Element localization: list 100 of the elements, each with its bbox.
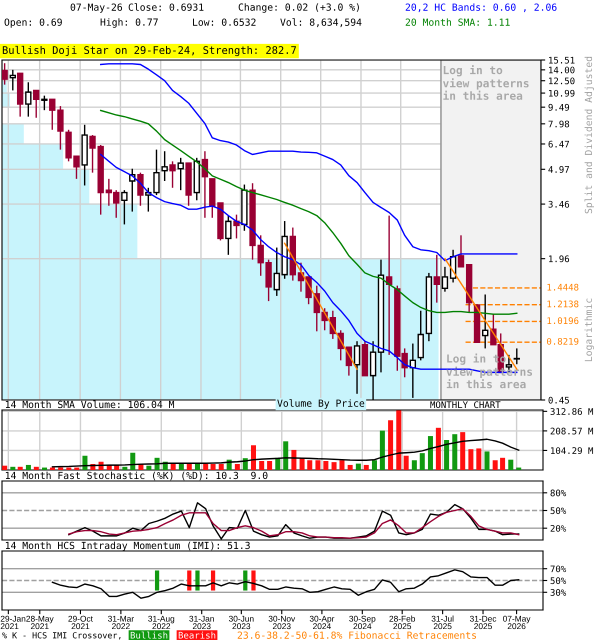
bar bbox=[18, 466, 23, 470]
bar bbox=[203, 464, 208, 470]
candlestick bbox=[121, 189, 128, 226]
ref-line-label: 1.0196 bbox=[547, 317, 578, 324]
bar bbox=[146, 466, 152, 470]
ref-line-label: 0.8219 bbox=[546, 338, 578, 345]
bar bbox=[436, 428, 441, 470]
candlestick bbox=[89, 134, 96, 174]
line-series bbox=[100, 110, 518, 315]
legend-title: % K - HCS IMI Crossover, bbox=[2, 632, 120, 640]
candlestick bbox=[169, 160, 176, 188]
bar bbox=[492, 460, 498, 470]
text: Bullish Doji Star on 29-Feb-24, Strength: 282.7 bbox=[2, 46, 296, 56]
bar bbox=[468, 449, 474, 470]
y-tick-label: 3.46 bbox=[548, 200, 570, 208]
candlestick bbox=[25, 82, 32, 118]
candlestick bbox=[33, 90, 40, 118]
bar bbox=[476, 448, 482, 470]
candlestick bbox=[41, 94, 48, 111]
bar bbox=[508, 460, 514, 470]
y-tick-label: 14.00 bbox=[549, 66, 575, 74]
y-tick-label: 80% bbox=[550, 490, 566, 496]
bar bbox=[372, 460, 377, 470]
bar bbox=[444, 440, 450, 470]
text: Vol: 8,634,594 bbox=[280, 18, 362, 28]
x-tick-label: 31-Dec 2025 bbox=[470, 616, 496, 630]
bar bbox=[307, 460, 312, 470]
bar bbox=[500, 458, 506, 470]
y-tick-label: 7.98 bbox=[548, 120, 570, 128]
ref-line-label: 1.4448 bbox=[547, 284, 578, 291]
text: Split and Dividend Adjusted bbox=[584, 56, 594, 214]
y-tick-label: 50% bbox=[550, 577, 566, 584]
candlestick bbox=[153, 148, 160, 196]
candlestick bbox=[482, 294, 488, 350]
bar bbox=[26, 464, 31, 470]
y-tick-label: 20% bbox=[550, 524, 566, 532]
bar bbox=[218, 464, 224, 470]
y-tick-label: 4.97 bbox=[548, 166, 570, 173]
text: Change: 0.02 (+3.0 %) bbox=[238, 3, 359, 13]
bar bbox=[34, 466, 39, 470]
x-tick-label: 31-Jul 2025 bbox=[432, 616, 454, 630]
bar bbox=[267, 461, 272, 470]
y-tick-label: 50% bbox=[550, 507, 566, 514]
bar bbox=[420, 453, 425, 470]
line-series bbox=[52, 438, 520, 468]
candlestick bbox=[354, 340, 360, 394]
candlestick bbox=[514, 348, 520, 365]
bar bbox=[234, 464, 240, 470]
bar bbox=[300, 458, 305, 470]
bar bbox=[323, 461, 328, 470]
text: Low: 0.6532 bbox=[193, 18, 256, 26]
x-tick-label: 31-Mar 2022 bbox=[108, 616, 134, 630]
bar bbox=[130, 452, 136, 470]
bar bbox=[122, 466, 128, 470]
y-tick-label: 104.29 M bbox=[551, 447, 594, 454]
y-tick-label: 208.57 M bbox=[550, 428, 594, 434]
bar bbox=[315, 460, 320, 470]
band-label: Log in to view patterns in this area bbox=[443, 65, 529, 100]
candlestick bbox=[458, 234, 464, 268]
text: Logarithmic bbox=[584, 298, 594, 362]
bar bbox=[332, 462, 337, 470]
y-tick-label: 30% bbox=[550, 589, 566, 596]
bar bbox=[283, 441, 288, 470]
y-tick-label: 15.51 bbox=[549, 56, 575, 64]
candlestick bbox=[137, 172, 144, 206]
y-tick-label: 70% bbox=[550, 565, 566, 572]
bar bbox=[339, 460, 344, 470]
candlestick bbox=[418, 310, 424, 362]
bar bbox=[412, 460, 417, 470]
text: MONTHLY CHART bbox=[430, 401, 500, 408]
x-tick-label: 28-May 2021 bbox=[26, 616, 54, 630]
y-tick-label: 6.47 bbox=[548, 140, 570, 148]
bar bbox=[186, 464, 192, 470]
x-tick-label: 29-Jan 2021 bbox=[0, 616, 26, 630]
line-series bbox=[52, 569, 520, 599]
x-tick-label: 31-Aug 2022 bbox=[148, 616, 174, 630]
bar bbox=[428, 436, 433, 470]
bar bbox=[484, 451, 490, 470]
annotation: Volume By Price bbox=[277, 399, 364, 409]
candlestick bbox=[178, 157, 184, 191]
text: 20,2 HC Bands: 0.60 , 2.06 bbox=[406, 3, 557, 12]
candlestick bbox=[225, 214, 232, 256]
bar bbox=[250, 445, 256, 470]
bar bbox=[170, 464, 176, 470]
bar bbox=[210, 464, 216, 470]
y-tick-label: 1.96 bbox=[549, 255, 570, 262]
candlestick bbox=[161, 150, 168, 182]
bar bbox=[396, 410, 402, 470]
bar bbox=[380, 430, 385, 470]
bar bbox=[291, 450, 296, 470]
text: 23.6-38.2-50-61.8% Fibonacci Retracements bbox=[238, 631, 476, 639]
x-tick-label: 30-Jun 2023 bbox=[228, 616, 254, 630]
chart-title: 14 Month Fast Stochastic (%K) (%D): 10.3 9.0 bbox=[6, 472, 268, 480]
x-tick-label: 30-Nov 2023 bbox=[268, 616, 296, 630]
bar bbox=[259, 461, 264, 470]
bar bbox=[2, 466, 8, 470]
line-series bbox=[68, 508, 520, 539]
candlestick bbox=[202, 150, 208, 218]
candlestick bbox=[10, 69, 16, 92]
bar bbox=[178, 464, 184, 470]
